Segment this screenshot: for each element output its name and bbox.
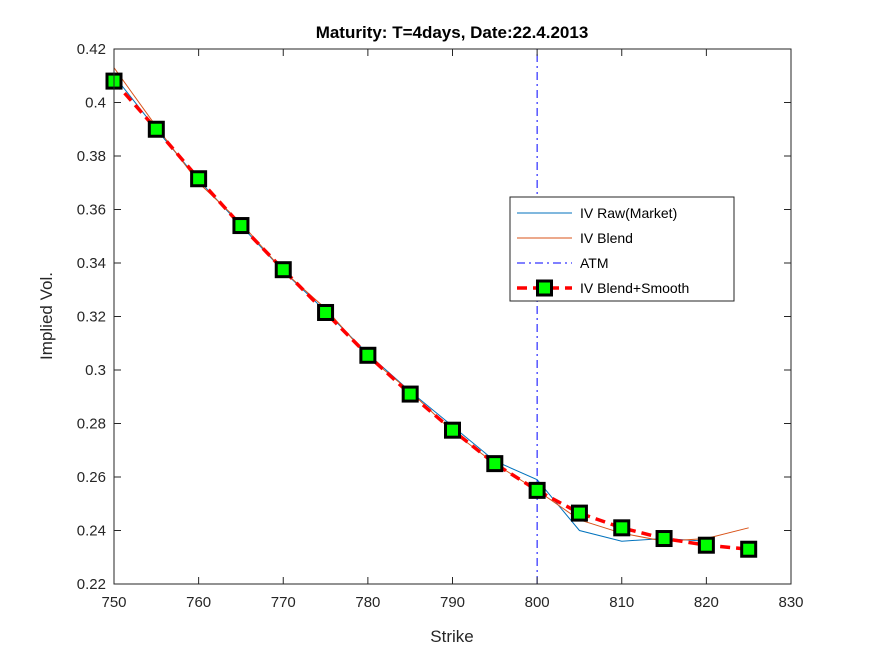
y-tick-label: 0.24	[77, 523, 106, 540]
y-tick-label: 0.36	[77, 202, 106, 219]
y-tick-label: 0.3	[85, 362, 106, 379]
data-point-marker	[232, 217, 250, 235]
y-tick-label: 0.42	[77, 41, 106, 58]
data-point-marker	[444, 421, 461, 439]
data-point-marker	[147, 120, 165, 138]
x-tick-label: 770	[271, 594, 296, 611]
legend-label: IV Blend+Smooth	[580, 280, 689, 296]
data-point-marker	[697, 536, 715, 554]
data-point-marker	[486, 455, 504, 473]
data-point-marker	[655, 530, 673, 548]
x-tick-label: 830	[778, 594, 803, 611]
x-axis-label: Strike	[430, 627, 473, 646]
data-point-marker	[190, 170, 208, 188]
data-point-marker	[317, 303, 335, 321]
x-tick-label: 790	[440, 594, 465, 611]
y-tick-label: 0.4	[85, 95, 106, 112]
data-point-marker	[401, 385, 419, 403]
y-tick-label: 0.32	[77, 309, 106, 326]
series-line-iv-blend-smooth	[112, 79, 749, 551]
y-tick-label: 0.28	[77, 416, 106, 433]
y-tick-label: 0.38	[77, 148, 106, 165]
legend-label: IV Raw(Market)	[580, 205, 677, 221]
legend: IV Raw(Market) IV Blend ATM IV Blend+Smooth	[509, 196, 735, 302]
y-tick-label: 0.26	[77, 469, 106, 486]
data-point-marker	[528, 481, 546, 499]
legend-label: ATM	[580, 255, 609, 271]
data-point-marker	[274, 261, 292, 279]
x-tick-label: 760	[186, 594, 211, 611]
legend-label: IV Blend	[580, 230, 633, 246]
x-tick-label: 810	[609, 594, 634, 611]
y-tick-label: 0.22	[77, 576, 106, 593]
chart-title: Maturity: T=4days, Date:22.4.2013	[316, 23, 589, 42]
x-tick-label: 820	[694, 594, 719, 611]
data-point-marker	[740, 540, 758, 558]
data-point-marker	[613, 519, 631, 537]
data-point-marker	[570, 504, 588, 522]
legend-marker	[536, 279, 553, 297]
plot-background	[114, 49, 791, 584]
data-point-marker	[359, 346, 377, 364]
x-tick-label: 780	[355, 594, 380, 611]
x-tick-label: 750	[101, 594, 126, 611]
y-axis-label: Implied Vol.	[37, 272, 56, 360]
series-layer	[105, 49, 758, 584]
y-tick-label: 0.34	[77, 255, 106, 272]
x-tick-label: 800	[525, 594, 550, 611]
ticks-layer: 750 760 770 780 790 800 810 820 830 0.22 0.24 0.26 0…	[77, 41, 804, 611]
